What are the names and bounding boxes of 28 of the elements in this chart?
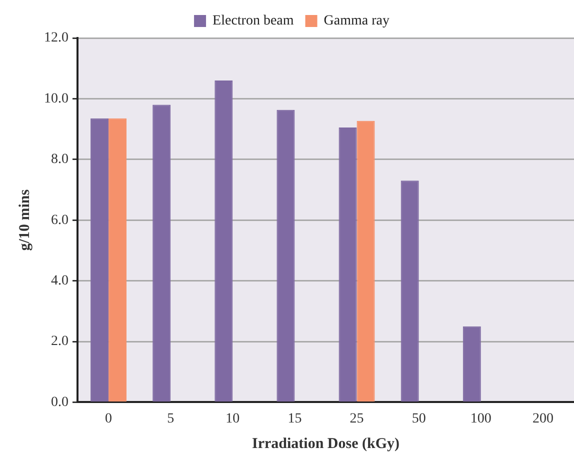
legend-label: Gamma ray [324,14,390,29]
x-tick-label: 10 [226,411,240,426]
y-tick-label: 4.0 [51,273,68,288]
x-tick-label: 100 [470,411,492,426]
y-tick-label: 12.0 [44,30,68,46]
bar [462,326,481,402]
x-axis-title: Irradiation Dose (kGy) [252,436,400,452]
x-tick-label: 15 [288,411,302,426]
y-tick-label: 2.0 [51,334,68,350]
y-tick-label: 6.0 [51,212,68,228]
x-tick-label: 0 [105,411,112,426]
bar [214,80,233,402]
x-tick-label: 200 [532,411,554,426]
x-tick-label: 5 [167,411,174,426]
y-tick-label: 10.0 [44,91,68,106]
bar [108,118,127,402]
bar [356,120,375,402]
y-tick-label: 8.0 [51,152,68,168]
y-axis-title: g/10 mins [16,189,33,251]
x-tick-label: 25 [350,411,364,426]
bar [90,118,109,402]
bar [338,128,357,402]
y-tick-label: 0.0 [51,394,68,410]
bar [152,104,171,402]
bar [276,110,295,402]
bar [400,180,419,402]
x-tick-label: 50 [412,411,426,426]
legend-label: Electron beam [212,14,294,29]
